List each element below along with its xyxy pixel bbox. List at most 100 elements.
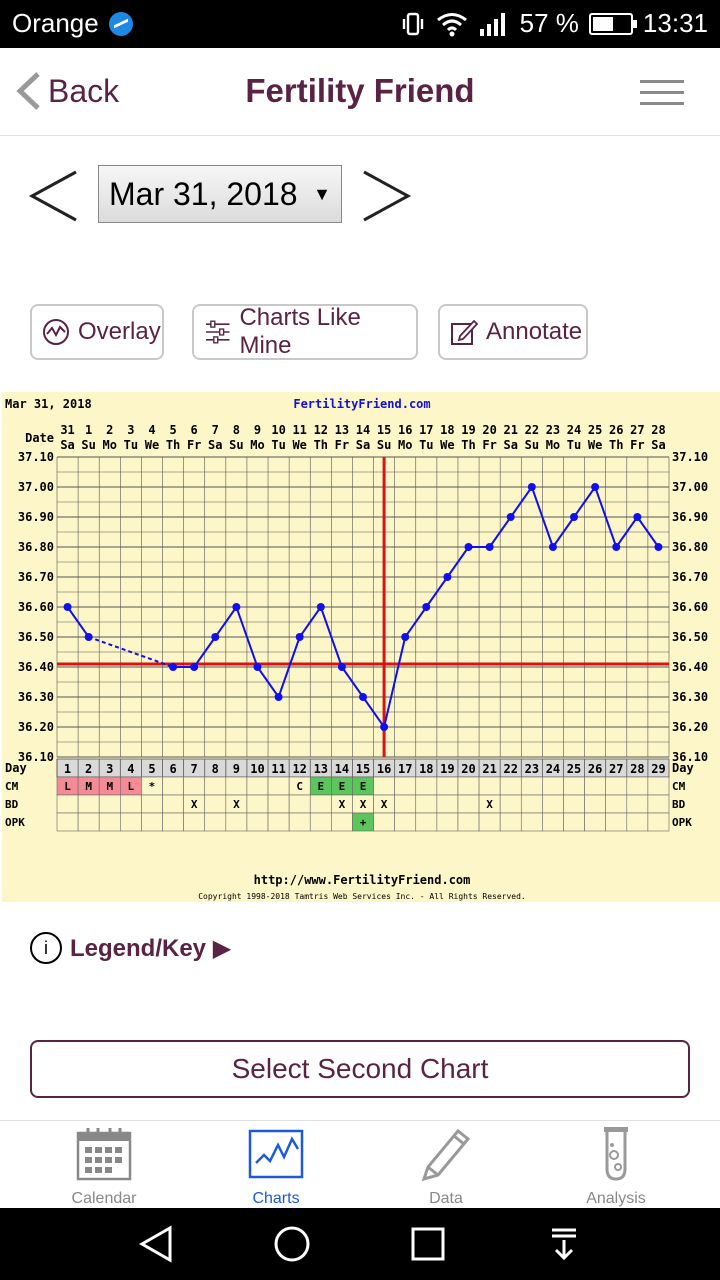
cm-cell: [246, 776, 269, 796]
weekday-label: Mo: [546, 438, 560, 452]
next-chart-arrow-icon[interactable]: [360, 168, 412, 224]
day-number: 13: [314, 762, 328, 776]
date-label: 10: [271, 423, 285, 437]
temperature-segment: [235, 606, 259, 668]
bd-cell: [457, 794, 480, 814]
temperature-point: [464, 543, 473, 551]
bd-cell-value: X: [360, 798, 367, 811]
bd-cell-value: X: [339, 798, 346, 811]
overlay-icon: [43, 319, 69, 345]
overlay-button[interactable]: Overlay: [30, 304, 164, 360]
weekday-label: Th: [166, 438, 180, 452]
tab-analysis[interactable]: Analysis: [546, 1125, 686, 1208]
nav-back-icon[interactable]: [136, 1224, 176, 1264]
opk-cell: [373, 812, 395, 832]
day-number: 20: [461, 762, 475, 776]
date-label: 27: [630, 423, 644, 437]
chart-site-name: FertilityFriend.com: [293, 397, 430, 411]
cm-cell: [267, 776, 290, 796]
bd-cell: [626, 794, 649, 814]
bd-cell: [246, 794, 269, 814]
weekday-label: Sa: [503, 438, 517, 452]
cm-cell: [647, 776, 670, 796]
cm-cell: [415, 776, 438, 796]
y-tick-label-right: 36.70: [672, 570, 708, 584]
tab-data[interactable]: Data: [376, 1125, 516, 1208]
y-tick-label-right: 36.20: [672, 720, 708, 734]
weekday-label: Fr: [630, 438, 644, 452]
bd-cell: [605, 794, 628, 814]
tab-charts[interactable]: Charts: [206, 1125, 346, 1208]
y-tick-label-right: 36.30: [672, 690, 708, 704]
opk-cell: [584, 812, 606, 832]
bd-cell: [542, 794, 564, 814]
select-second-chart-button[interactable]: Select Second Chart: [30, 1040, 690, 1098]
opk-cell: [520, 812, 543, 832]
temperature-point: [548, 543, 557, 551]
temperature-segment: [573, 486, 596, 518]
temperature-segment: [341, 666, 364, 698]
date-select[interactable]: Mar 31, 2018 ▼: [98, 165, 342, 223]
day-number: 1: [64, 762, 71, 776]
temperature-segment: [488, 516, 512, 548]
weekday-label: Mo: [103, 438, 117, 452]
battery-level: [592, 16, 614, 31]
day-number: 16: [377, 762, 391, 776]
date-row-label: Date: [25, 431, 54, 445]
temperature-segment: [256, 666, 280, 698]
app-header: Back Fertility Friend: [0, 48, 720, 136]
chevron-left-icon: [16, 72, 40, 110]
chart-date-title: Mar 31, 2018: [5, 397, 92, 411]
date-label: 15: [377, 423, 391, 437]
weekday-label: We: [145, 438, 159, 452]
weekday-label: We: [440, 438, 454, 452]
opk-cell: [288, 812, 311, 832]
temperature-segment: [552, 516, 575, 548]
y-tick-label-right: 37.10: [672, 450, 708, 464]
back-button[interactable]: Back: [14, 70, 119, 112]
day-row-label-right: Day: [672, 761, 694, 775]
opk-cell: [457, 812, 480, 832]
charts-like-mine-button[interactable]: Charts Like Mine: [192, 304, 418, 360]
status-bar: Orange 57 % 13:31: [0, 0, 720, 48]
opk-cell: [246, 812, 269, 832]
temperature-segment: [66, 606, 90, 638]
nav-notifications-icon[interactable]: [544, 1224, 584, 1264]
opk-cell: [626, 812, 649, 832]
temperature-point: [527, 483, 536, 491]
previous-chart-arrow-icon[interactable]: [28, 168, 80, 224]
overlay-label: Overlay: [78, 318, 161, 345]
bd-cell: [499, 794, 522, 814]
date-label: 23: [546, 423, 560, 437]
date-label: 5: [169, 423, 176, 437]
messenger-icon: [108, 11, 133, 36]
menu-icon[interactable]: [640, 80, 684, 113]
edit-icon: [451, 319, 478, 345]
temperature-segment: [319, 606, 343, 668]
temperature-point: [316, 603, 325, 611]
annotate-button[interactable]: Annotate: [438, 304, 588, 360]
date-label: 14: [356, 423, 370, 437]
y-tick-label-left: 36.90: [18, 510, 54, 524]
y-tick-label-left: 36.60: [18, 600, 54, 614]
nav-home-icon[interactable]: [272, 1224, 312, 1264]
day-number: 26: [588, 762, 602, 776]
nav-recents-icon[interactable]: [408, 1224, 448, 1264]
date-label: 25: [588, 423, 602, 437]
cm-cell: [542, 776, 564, 796]
tab-calendar[interactable]: Calendar: [34, 1125, 174, 1208]
legend-key-link[interactable]: i Legend/Key ▶: [30, 932, 231, 964]
bd-row-label: BD: [5, 798, 19, 811]
bd-cell-value: X: [191, 798, 198, 811]
cm-cell: [520, 776, 543, 796]
temperature-point: [295, 633, 304, 641]
cm-cell: [162, 776, 184, 796]
day-number: 17: [398, 762, 412, 776]
bbt-chart: Mar 31, 2018 FertilityFriend.com Date 31 Sa 1…: [2, 392, 720, 902]
cm-cell: [563, 776, 585, 796]
day-number: 5: [148, 762, 155, 776]
day-number: 22: [503, 762, 517, 776]
cm-cell-value: M: [106, 780, 113, 793]
temperature-point: [274, 693, 283, 701]
date-label: 6: [191, 423, 198, 437]
